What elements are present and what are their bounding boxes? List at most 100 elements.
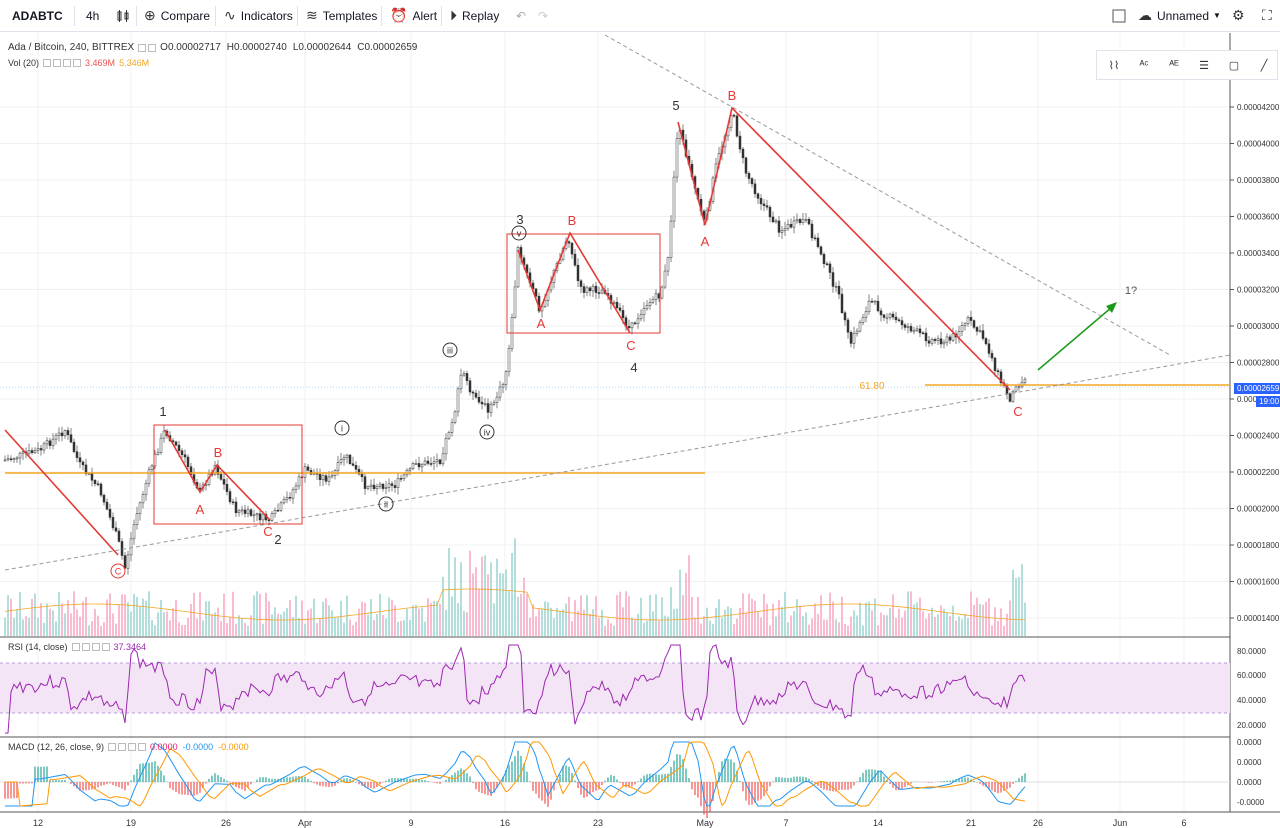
volume-bar — [169, 620, 171, 636]
compare-button[interactable]: ⊕ Compare — [144, 0, 210, 31]
volume-bar — [667, 616, 669, 636]
volume-bar — [181, 624, 183, 636]
volume-bar — [907, 591, 909, 636]
elliott-impulse-tool-icon[interactable]: ⌇⌇ — [1108, 59, 1120, 72]
candle-body — [129, 538, 133, 556]
macd-histogram-bar — [535, 782, 537, 794]
candle-body — [480, 401, 484, 405]
chart-style-button[interactable] — [116, 0, 130, 31]
macd-histogram-bar — [778, 776, 780, 782]
volume-bar — [817, 613, 819, 636]
candle-body — [54, 435, 58, 440]
macd-histogram-bar — [607, 777, 609, 782]
candlestick-icon — [117, 9, 129, 22]
volume-bar — [715, 608, 717, 636]
candle-body — [138, 502, 142, 514]
save-layout-button[interactable]: ☁ Unnamed ▼ — [1138, 0, 1221, 31]
volume-bar — [670, 587, 672, 636]
volume-bar — [217, 607, 219, 636]
fullscreen-box-button[interactable] — [1112, 0, 1126, 31]
macd-histogram-bar — [775, 777, 777, 782]
volume-bar — [1006, 613, 1008, 636]
macd-histogram-bar — [883, 776, 885, 782]
volume-bar — [712, 623, 714, 636]
elliott-triangle-tool-icon[interactable]: ᴬᴱ — [1169, 59, 1179, 71]
volume-bar — [883, 615, 885, 636]
candle-body — [651, 299, 655, 303]
wave-label-c-circled-circle — [110, 563, 126, 579]
candle-body — [429, 463, 433, 465]
volume-bar — [121, 594, 123, 636]
volume-bar — [991, 625, 993, 636]
vol-label: Vol (20) — [8, 58, 40, 68]
macd-histogram-bar — [757, 782, 759, 801]
volume-bar — [10, 598, 12, 636]
symbol-search-button[interactable]: ADABTC — [12, 0, 63, 31]
templates-button[interactable]: ≋ Templates — [306, 0, 377, 31]
macd-histogram-bar — [961, 777, 963, 782]
candle-body — [879, 310, 883, 316]
macd-histogram-bar — [112, 782, 114, 785]
volume-bar — [4, 617, 6, 636]
volume-bar — [13, 617, 15, 636]
candle-body — [27, 450, 31, 454]
macd-histogram-bar — [307, 778, 309, 782]
volume-legend: Vol (20) 3.469M 5.346M — [8, 58, 149, 68]
candle-body — [81, 461, 85, 466]
macd-histogram-bar — [88, 782, 90, 790]
candle-body — [909, 326, 913, 332]
replay-button[interactable]: ⏵ Replay — [450, 0, 499, 31]
volume-bar — [52, 610, 54, 636]
volume-bar — [196, 618, 198, 636]
interval-button[interactable]: 4h — [86, 0, 99, 31]
volume-bar — [967, 618, 969, 636]
redo-button[interactable]: ↷ — [538, 0, 548, 31]
macd-histogram-bar — [931, 782, 933, 783]
macd-histogram-bar — [85, 782, 87, 791]
macd-histogram-bar — [577, 782, 579, 789]
volume-bar — [343, 622, 345, 636]
volume-bar — [535, 616, 537, 636]
macd-histogram-bar — [631, 782, 633, 787]
rsi-legend-buttons[interactable] — [71, 643, 110, 651]
replay-icon: ⏵ — [450, 7, 457, 23]
macd-legend-buttons[interactable] — [108, 743, 147, 751]
volume-bar — [736, 618, 738, 636]
volume-bar — [625, 591, 627, 636]
settings-button[interactable]: ⚙ — [1232, 0, 1250, 31]
fullscreen-button[interactable]: ⛶ — [1262, 0, 1277, 31]
rectangle-tool-icon[interactable]: ▢ — [1228, 59, 1240, 72]
macd-histogram-bar — [1018, 778, 1020, 782]
elliott-correction-tool-icon[interactable]: ᴬᶜ — [1139, 59, 1149, 71]
macd-histogram-bar — [286, 777, 288, 782]
macd-histogram-bar — [208, 778, 210, 782]
alert-button[interactable]: ⏰ Alert — [390, 0, 437, 31]
candle-body — [348, 454, 352, 464]
horizontal-lines-tool-icon[interactable]: ☰ — [1199, 59, 1209, 72]
vol-legend-buttons[interactable] — [43, 59, 82, 67]
macd-histogram-bar — [64, 779, 66, 782]
candle-body — [495, 396, 499, 403]
volume-bar — [613, 625, 615, 636]
volume-bar — [313, 598, 315, 636]
indicators-button[interactable]: ∿ Indicators — [224, 0, 293, 31]
legend-buttons[interactable] — [138, 43, 157, 52]
volume-bar — [544, 601, 546, 636]
chart-canvas[interactable]: 0.00004200 0.00004000 0.00003800 0.00003600… — [0, 33, 1280, 828]
macd-histogram-bar — [229, 782, 231, 783]
undo-button[interactable]: ↶ — [516, 0, 526, 31]
candle-body — [897, 319, 901, 322]
time-tick-label: 6 — [1181, 818, 1186, 828]
trend-line-tool-icon[interactable]: ╱ — [1260, 59, 1268, 72]
macd-histogram-bar — [13, 782, 15, 799]
volume-bar — [784, 591, 786, 636]
macd-histogram-bar — [517, 750, 519, 782]
volume-bar — [442, 576, 444, 636]
compare-icon: ⊕ — [144, 7, 156, 23]
wave-label-3: 3 — [516, 212, 523, 227]
candle-body — [534, 288, 538, 297]
volume-bar — [385, 618, 387, 636]
candle-body — [363, 476, 367, 489]
rsi-legend: RSI (14, close) 37.3464 — [8, 642, 146, 652]
